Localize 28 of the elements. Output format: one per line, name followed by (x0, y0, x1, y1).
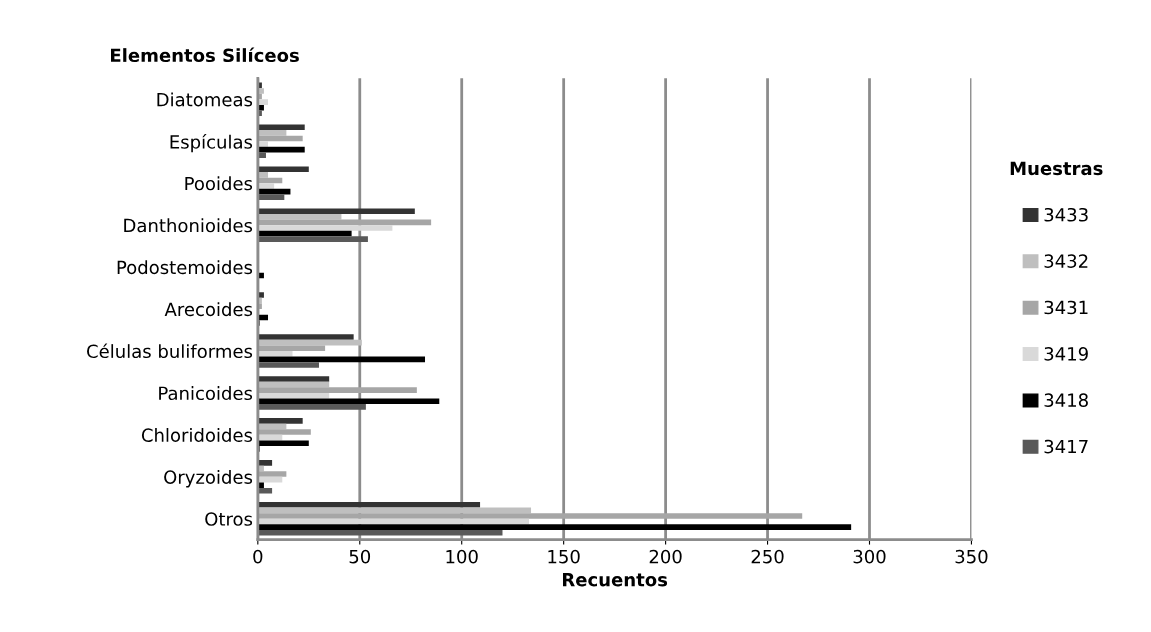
x-tick-label: 300 (853, 549, 886, 564)
x-tick-label: 50 (349, 549, 371, 564)
x-axis-title: Recuentos (563, 573, 668, 587)
y-tick-label: Oryzoides (164, 469, 253, 488)
x-tick-label: 250 (751, 549, 784, 564)
y-axis-title: Elementos Silíceos (111, 47, 299, 63)
legend-label: 3418 (1044, 393, 1088, 408)
legend-label: 3419 (1044, 346, 1088, 361)
x-tick-label: 150 (548, 549, 580, 564)
legend-label: 3433 (1044, 207, 1088, 222)
y-tick-label: Arecoides (164, 302, 253, 317)
y-tick-label: Panicoides (159, 386, 253, 401)
legend-title: Muestras (1010, 161, 1103, 176)
legend-label: 3431 (1044, 300, 1088, 315)
legend-label: 3432 (1044, 254, 1088, 268)
x-tick-label: 100 (446, 549, 478, 564)
y-tick-label: Diatomeas (157, 92, 253, 107)
y-tick-label: Células buliformes (87, 343, 253, 359)
y-tick-label: Espículas (170, 134, 253, 153)
x-tick-label: 350 (955, 549, 988, 564)
x-tick-label: 200 (649, 549, 682, 564)
x-tick-label: 0 (253, 549, 263, 564)
y-tick-label: Podostemoides (117, 260, 253, 275)
legend-label: 3417 (1044, 439, 1088, 454)
y-tick-label: Chloridoides (141, 428, 253, 442)
y-tick-label: Danthonioides (124, 218, 253, 233)
y-tick-label: Otros (205, 512, 253, 526)
y-tick-label: Pooides (185, 176, 253, 191)
